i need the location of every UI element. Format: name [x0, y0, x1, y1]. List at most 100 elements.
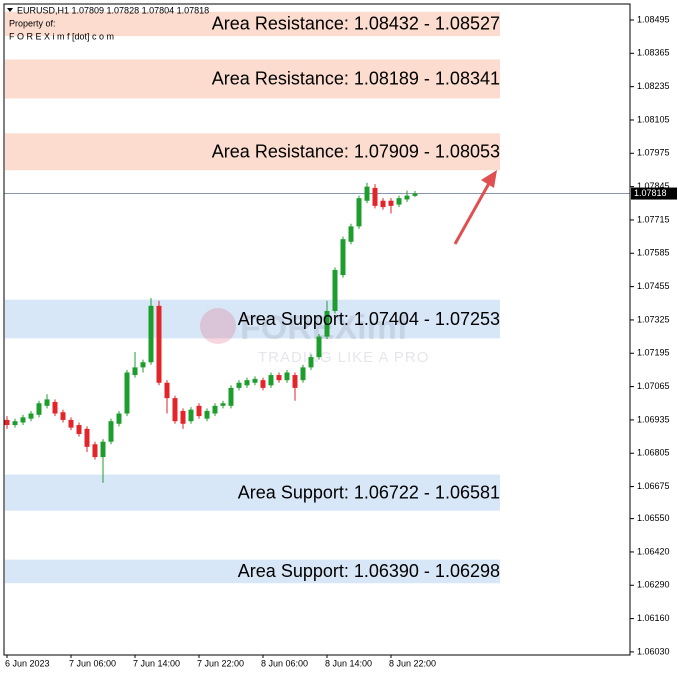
- candle-body: [348, 226, 354, 242]
- candle-body: [340, 239, 346, 276]
- y-tick-label: 1.06805: [637, 448, 670, 458]
- x-tick-label: 7 Jun 06:00: [69, 658, 116, 668]
- zone: [5, 11, 500, 37]
- candle-body: [284, 372, 290, 381]
- zone: [5, 559, 500, 584]
- zone: [5, 474, 500, 511]
- y-tick-label: 1.07975: [637, 148, 670, 158]
- candle-body: [388, 200, 394, 206]
- candle-body: [356, 198, 362, 227]
- candle-body: [180, 410, 186, 424]
- candle-body: [300, 367, 306, 381]
- x-tick-label: 7 Jun 22:00: [197, 658, 244, 668]
- zones: [5, 11, 500, 584]
- y-tick-label: 1.06550: [637, 513, 670, 523]
- candle-body: [324, 310, 330, 337]
- candle-body: [308, 357, 314, 368]
- candle-body: [124, 372, 130, 414]
- x-tick-label: 8 Jun 06:00: [261, 658, 308, 668]
- y-tick-label: 1.08105: [637, 114, 670, 124]
- y-tick-label: 1.06160: [637, 613, 670, 623]
- candle-body: [116, 413, 122, 424]
- zone-label: Area Resistance: 1.08189 - 1.08341: [212, 69, 500, 89]
- subtitle: Property of:: [9, 18, 56, 28]
- zone: [5, 59, 500, 99]
- chart-title: EURUSD,H1 1.07809 1.07828 1.07804 1.0781…: [17, 5, 209, 15]
- candle-body: [156, 305, 162, 383]
- candle-body: [12, 421, 18, 426]
- candle-body: [4, 419, 10, 426]
- candle-body: [380, 200, 386, 208]
- candles: [4, 182, 418, 483]
- x-tick-label: 7 Jun 14:00: [133, 658, 180, 668]
- menu-icon: [7, 8, 13, 12]
- watermark-logo: [200, 308, 236, 344]
- y-tick-label: 1.06675: [637, 481, 670, 491]
- candle-body: [20, 417, 26, 423]
- candle-body: [164, 382, 170, 399]
- y-tick-label: 1.06420: [637, 546, 670, 556]
- zone-label: Area Support: 1.06390 - 1.06298: [238, 561, 500, 581]
- candle-body: [140, 362, 146, 368]
- y-tick-label: 1.06290: [637, 580, 670, 590]
- zone-labels: Area Resistance: 1.08432 - 1.08527 Area R…: [212, 14, 500, 581]
- candle-body: [276, 375, 282, 381]
- candle-body: [252, 378, 258, 383]
- candle-body: [364, 186, 370, 201]
- x-tick-label: 6 Jun 2023: [5, 658, 50, 668]
- zone: [5, 133, 500, 171]
- candle-body: [260, 380, 266, 388]
- zone: [5, 299, 500, 339]
- candle-body: [52, 401, 58, 414]
- candle-body: [108, 421, 114, 442]
- plot-border: [3, 3, 631, 656]
- candle-body: [100, 441, 106, 458]
- candle-body: [204, 410, 210, 419]
- watermark-text: FOREXimf: [240, 309, 409, 347]
- price-label: 1.07818: [634, 188, 667, 198]
- watermark-tagline: TRADING LIKE A PRO: [258, 349, 429, 366]
- arrow-head: [481, 170, 497, 188]
- candle-body: [36, 403, 42, 415]
- axis: 1.08495 1.08365 1.08235 1.08105 1.07975 1.078…: [4, 14, 677, 668]
- candle-body: [172, 398, 178, 422]
- x-tick-label: 8 Jun 14:00: [325, 658, 372, 668]
- owner: F O R E X i m f [dot] c o m: [9, 31, 114, 41]
- candle-body: [44, 399, 50, 406]
- y-tick-label: 1.06935: [637, 414, 670, 424]
- candle-body: [292, 375, 298, 388]
- y-tick-label: 1.08495: [637, 14, 670, 24]
- y-tick-label: 1.07455: [637, 281, 670, 291]
- watermark: FOREXimf TRADING LIKE A PRO: [200, 308, 429, 366]
- y-tick-label: 1.07195: [637, 348, 670, 358]
- candle-body: [132, 367, 138, 376]
- y-tick-label: 1.07845: [637, 181, 670, 191]
- y-tick-label: 1.06030: [637, 646, 670, 656]
- candle-body: [84, 428, 90, 447]
- y-tick-label: 1.07325: [637, 314, 670, 324]
- y-tick-label: 1.07065: [637, 381, 670, 391]
- candle-body: [268, 375, 274, 386]
- candle-body: [148, 305, 154, 363]
- zone-label: Area Support: 1.07404 - 1.07253: [238, 309, 500, 329]
- candle-body: [404, 195, 410, 200]
- y-tick-label: 1.07585: [637, 248, 670, 258]
- candle-body: [60, 412, 66, 420]
- candle-body: [188, 409, 194, 422]
- candle-body: [76, 425, 82, 435]
- zone-label: Area Resistance: 1.07909 - 1.08053: [212, 142, 500, 162]
- candle-body: [220, 403, 226, 406]
- candle-body: [196, 405, 202, 417]
- candle-body: [92, 444, 98, 458]
- y-tick-label: 1.08365: [637, 48, 670, 58]
- arrow: [453, 177, 494, 245]
- candle-body: [412, 193, 418, 196]
- y-tick-label: 1.07715: [637, 214, 670, 224]
- y-tick-label: 1.08235: [637, 81, 670, 91]
- candle-body: [316, 336, 322, 358]
- candle-body: [372, 187, 378, 206]
- price-box: [631, 187, 677, 200]
- candle-body: [68, 419, 74, 428]
